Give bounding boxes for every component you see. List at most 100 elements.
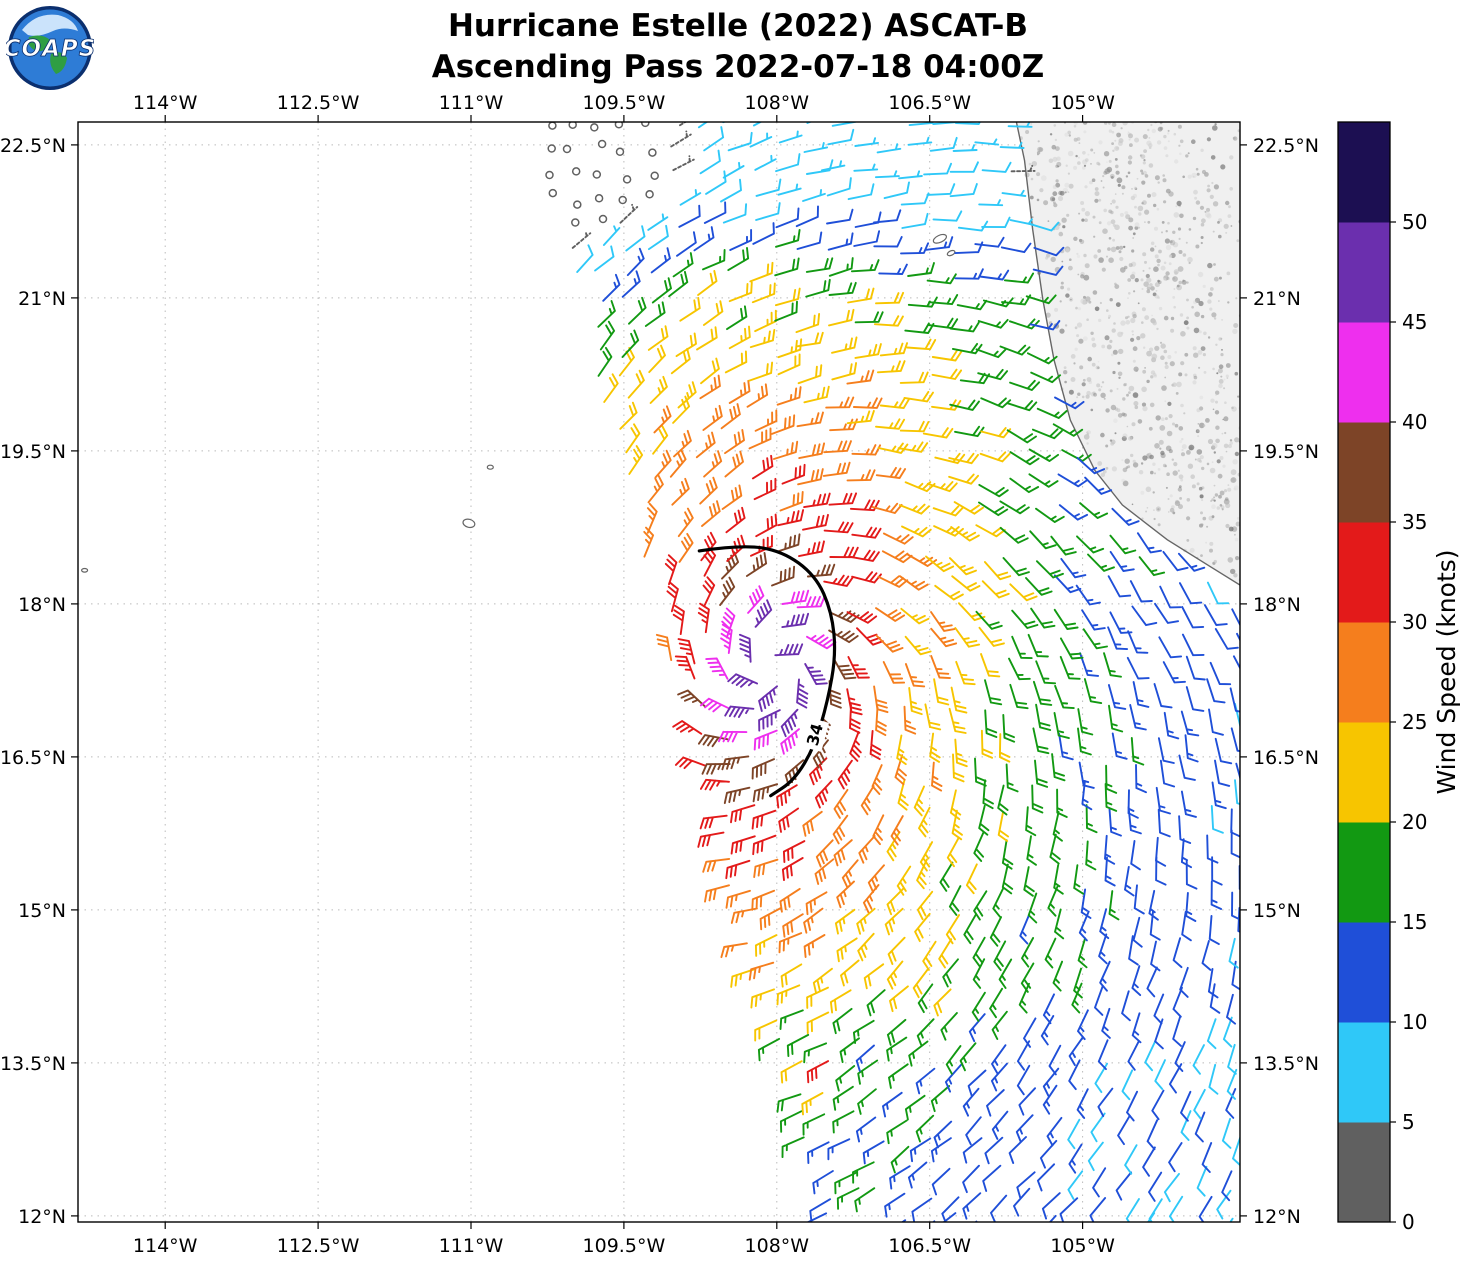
wind-barb	[886, 1036, 908, 1062]
wind-barb	[1180, 1110, 1192, 1141]
wind-barb	[1235, 762, 1240, 781]
wind-barb	[721, 755, 750, 771]
wind-barb	[781, 463, 806, 485]
wind-barb	[627, 369, 645, 399]
wind-barb	[1048, 1214, 1057, 1222]
wind-barb	[753, 477, 777, 501]
wind-barb	[668, 270, 689, 298]
wind-barb	[928, 294, 959, 306]
wind-barb	[897, 779, 909, 811]
wind-barb	[1068, 1059, 1081, 1091]
wind-barb	[796, 331, 824, 348]
wind-barb	[925, 555, 955, 573]
wind-barb	[930, 627, 958, 648]
wind-barb	[1231, 608, 1240, 627]
wind-barb	[908, 1040, 929, 1067]
wind-barb	[720, 178, 742, 203]
wind-barb	[1228, 937, 1239, 969]
wind-barb	[677, 507, 694, 538]
wind-barb	[886, 831, 901, 862]
wind-barb	[932, 210, 963, 222]
wind-barb	[1130, 840, 1141, 871]
wind-barb	[980, 427, 1012, 439]
wind-barb	[1117, 1114, 1131, 1146]
wind-barb	[1230, 727, 1240, 753]
wind-barb	[754, 599, 773, 628]
wind-barb	[1003, 272, 1035, 284]
wind-barb	[724, 350, 748, 374]
wind-barb	[1109, 611, 1133, 634]
wind-barb	[1001, 863, 1014, 895]
wind-barb	[814, 780, 833, 809]
island	[462, 518, 476, 529]
wind-barb	[931, 399, 962, 411]
wind-barb	[930, 1137, 952, 1163]
wind-barb	[1234, 779, 1240, 806]
wind-barb	[1148, 1171, 1163, 1202]
wind-barb	[1050, 535, 1077, 556]
wind-barb	[977, 318, 1009, 329]
wind-barb	[806, 634, 837, 650]
wind-barb	[1210, 880, 1223, 910]
wind-barb	[729, 228, 753, 251]
wind-barb	[1039, 1139, 1058, 1169]
wind-barb	[758, 709, 781, 732]
wind-barb	[1174, 1041, 1186, 1072]
wind-barb	[705, 657, 729, 680]
wind-barb	[1155, 836, 1167, 867]
wind-barb	[983, 561, 1012, 581]
wind-barb	[828, 281, 857, 296]
wind-barb	[955, 660, 976, 686]
wind-barb	[1028, 473, 1059, 488]
x-tick-label-bottom: 108°W	[745, 1235, 810, 1257]
wind-barb	[977, 368, 1009, 381]
34-knot-wind-radius-contour: 34	[697, 545, 837, 798]
wind-barb	[1158, 636, 1183, 659]
wind-barb	[654, 449, 672, 479]
wind-barb	[1046, 1116, 1063, 1147]
wind-barb	[755, 513, 778, 538]
wind-barb	[806, 1011, 830, 1035]
wind-barb	[1180, 1090, 1192, 1122]
wind-barb	[980, 397, 1012, 409]
wind-barb	[837, 759, 853, 790]
colorbar-tick-label: 25	[1402, 710, 1427, 734]
wind-barb	[648, 344, 666, 374]
wind-barb	[755, 202, 781, 221]
wind-barb	[699, 374, 721, 400]
wind-barb	[974, 236, 1005, 248]
island	[946, 249, 956, 257]
calm-wind-marker	[548, 122, 557, 130]
wind-barb	[1144, 1040, 1157, 1072]
colorbar-bin	[1338, 122, 1390, 223]
wind-barb	[1098, 933, 1108, 965]
wind-barb	[1162, 550, 1189, 572]
colorbar-bin	[1338, 1022, 1390, 1123]
wind-barb	[777, 183, 802, 196]
wind-barb	[1060, 557, 1087, 579]
wind-barb	[702, 404, 723, 431]
wind-barb	[803, 142, 829, 153]
colorbar-tick-label: 45	[1402, 310, 1427, 334]
wind-barb	[901, 525, 932, 538]
wind-barb	[672, 252, 694, 278]
wind-barb	[803, 907, 824, 934]
wind-barb	[814, 858, 835, 885]
colorbar-bin	[1338, 722, 1390, 823]
wind-barb	[1042, 993, 1055, 1025]
wind-barb	[1079, 502, 1109, 519]
wind-barb	[752, 783, 779, 803]
wind-barb	[872, 814, 885, 846]
wind-barb	[621, 329, 640, 358]
wind-barb	[802, 513, 829, 531]
wind-barb	[899, 420, 930, 433]
wind-barb	[1178, 582, 1203, 605]
wind-barb	[1016, 1171, 1036, 1199]
wind-barb	[967, 1069, 987, 1097]
wind-barb	[1044, 937, 1057, 969]
wind-barb	[1138, 556, 1166, 577]
wind-barb	[1104, 856, 1116, 887]
wind-barb	[926, 183, 956, 196]
wind-barb	[1021, 937, 1035, 968]
wind-barb	[1111, 732, 1128, 760]
